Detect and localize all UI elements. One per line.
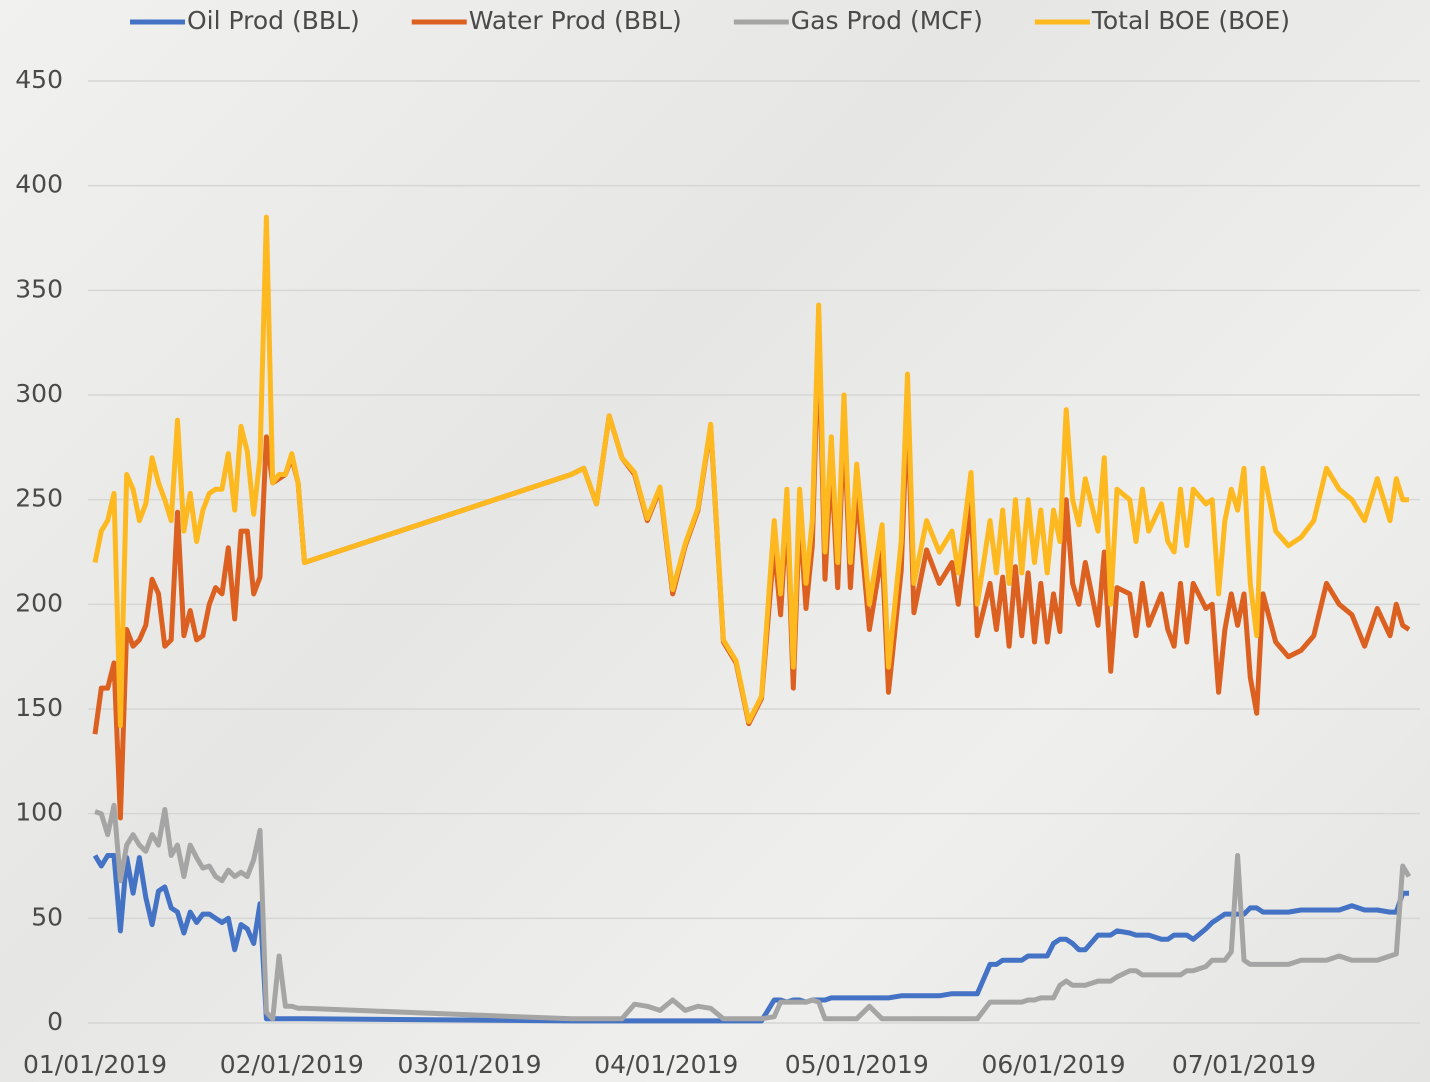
y-tick-label: 200 <box>15 588 63 617</box>
x-tick-label: 07/01/2019 <box>1172 1050 1316 1079</box>
x-tick-label: 04/01/2019 <box>594 1050 738 1079</box>
y-tick-label: 450 <box>15 65 63 94</box>
y-tick-label: 400 <box>15 170 63 199</box>
legend-label: Oil Prod (BBL) <box>187 6 360 35</box>
y-tick-label: 50 <box>31 902 63 931</box>
y-tick-label: 300 <box>15 379 63 408</box>
series-line <box>92 329 1411 821</box>
x-tick-label: 01/01/2019 <box>23 1050 167 1079</box>
series-line <box>94 802 1412 1022</box>
y-tick-label: 150 <box>15 693 63 722</box>
x-tick-label: 06/01/2019 <box>981 1050 1125 1079</box>
x-tick-label: 05/01/2019 <box>785 1050 929 1079</box>
series-line <box>92 853 1409 1024</box>
y-tick-label: 250 <box>15 484 63 513</box>
legend-label: Water Prod (BBL) <box>469 6 682 35</box>
y-tick-label: 350 <box>15 274 63 303</box>
x-tick-label: 02/01/2019 <box>220 1050 364 1079</box>
series-line <box>92 214 1409 729</box>
legend-label: Gas Prod (MCF) <box>791 6 983 35</box>
y-tick-label: 0 <box>47 1007 63 1036</box>
legend-label: Total BOE (BOE) <box>1091 6 1290 35</box>
x-tick-label: 03/01/2019 <box>397 1050 541 1079</box>
y-tick-label: 100 <box>15 798 63 827</box>
